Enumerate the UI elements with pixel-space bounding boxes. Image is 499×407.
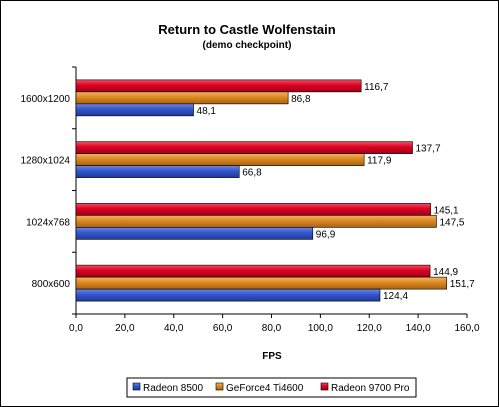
x-tick-label: 120,0 xyxy=(357,323,382,334)
bar-radeon-9700-pro xyxy=(75,79,362,93)
bar-radeon-9700-pro xyxy=(75,141,413,154)
bar-geforce4-ti4600 xyxy=(75,276,448,290)
x-tick-label: 100,0 xyxy=(308,323,333,334)
legend-swatch-geforce4-ti4600 xyxy=(215,382,224,391)
bar-radeon-8500 xyxy=(75,288,381,302)
data-label: 48,1 xyxy=(197,106,217,117)
legend-label-radeon-9700-pro: Radeon 9700 Pro xyxy=(331,383,410,394)
data-label: 117,9 xyxy=(367,156,392,167)
bar-radeon-9700-pro xyxy=(75,203,431,216)
data-label: 137,7 xyxy=(416,144,441,155)
bar-radeon-8500 xyxy=(75,103,194,117)
chart-title: Return to Castle Wolfenstain xyxy=(158,22,336,37)
x-tick-label: 40,0 xyxy=(164,323,184,334)
x-tick-label: 0,0 xyxy=(69,323,83,334)
x-tick-label: 160,0 xyxy=(454,323,479,334)
data-label: 147,5 xyxy=(439,217,464,228)
bar-radeon-8500 xyxy=(75,165,240,178)
x-tick-label: 20,0 xyxy=(115,323,135,334)
legend-swatch-radeon-8500 xyxy=(132,382,141,391)
legend-box xyxy=(126,377,417,398)
legend-swatch-radeon-9700-pro xyxy=(320,382,329,391)
data-label: 151,7 xyxy=(450,279,475,290)
data-label: 66,8 xyxy=(242,168,262,179)
category-label: 1024x768 xyxy=(26,217,70,228)
x-tick-label: 80,0 xyxy=(262,323,282,334)
category-label: 800x600 xyxy=(32,279,71,290)
legend: Radeon 8500 GeForce4 Ti4600 Radeon 9700 … xyxy=(126,377,417,398)
data-label: 145,1 xyxy=(434,205,459,216)
category-label: 1280x1024 xyxy=(21,156,71,167)
data-label: 86,8 xyxy=(291,94,311,105)
bar-geforce4-ti4600 xyxy=(75,91,289,105)
legend-label-radeon-8500: Radeon 8500 xyxy=(143,383,203,394)
chart-subtitle: (demo checkpoint) xyxy=(203,40,292,51)
bar-geforce4-ti4600 xyxy=(75,215,437,228)
x-tick-label: 140,0 xyxy=(406,323,431,334)
data-label: 96,9 xyxy=(316,229,336,240)
category-label: 1600x1200 xyxy=(21,94,71,105)
data-label: 144,9 xyxy=(433,267,458,278)
plot-area: 0,0 20,0 40,0 60,0 80,0 100,0 120,0 140,0 160,0 1… xyxy=(21,66,480,334)
bar-geforce4-ti4600 xyxy=(75,153,365,166)
bar-radeon-8500 xyxy=(75,227,314,240)
data-label: 116,7 xyxy=(364,82,389,93)
legend-label-geforce4-ti4600: GeForce4 Ti4600 xyxy=(226,383,304,394)
x-tick-label: 60,0 xyxy=(213,323,233,334)
data-label: 124,4 xyxy=(383,291,408,302)
bar-radeon-9700-pro xyxy=(75,264,431,278)
x-axis-title: FPS xyxy=(262,351,282,362)
